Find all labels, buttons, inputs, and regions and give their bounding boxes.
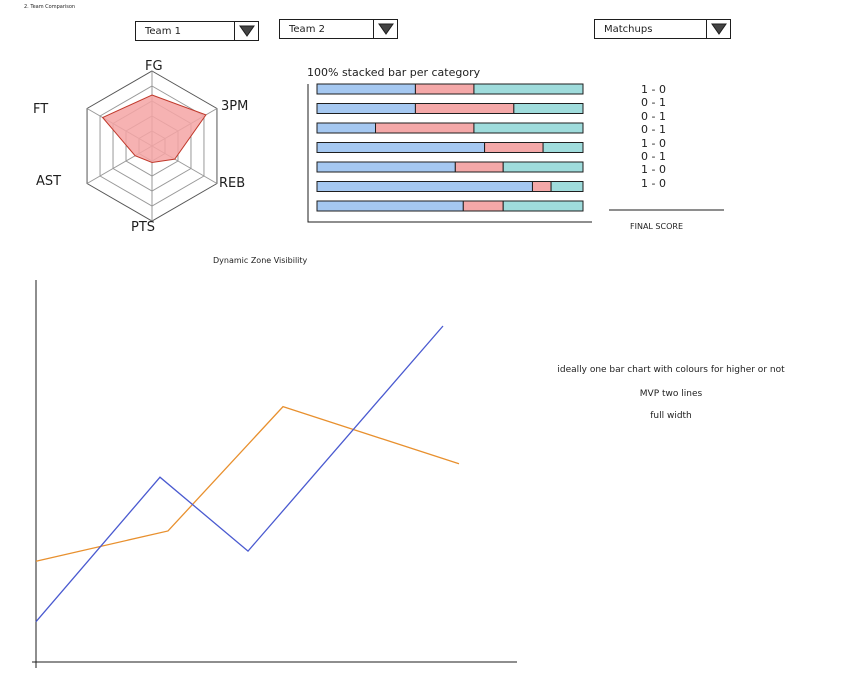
radar-axis-label-fg: FG <box>145 59 163 74</box>
stacked-bar-axes <box>307 84 592 223</box>
matchups-dropdown-label: Matchups <box>604 24 653 35</box>
matchup-score: 1 - 0 <box>641 176 666 190</box>
chevron-down-icon[interactable] <box>706 20 730 38</box>
stacked-bar-segment <box>513 103 584 114</box>
chevron-down-icon[interactable] <box>234 22 258 40</box>
radar-axis-label-pts: PTS <box>131 220 156 235</box>
matchup-score: 0 - 1 <box>641 123 666 137</box>
radar-axis-label-ft: FT <box>33 102 49 117</box>
matchup-score: 1 - 0 <box>641 83 666 96</box>
stacked-bar-segment <box>473 83 584 95</box>
team2-dropdown-label: Team 2 <box>289 24 325 35</box>
line-chart-title: Dynamic Zone Visibility <box>213 256 308 265</box>
matchup-score: 0 - 1 <box>641 96 666 110</box>
radar-axis-label-reb: REB <box>219 176 246 191</box>
stacked-bar-segment <box>542 142 584 153</box>
team1-dropdown[interactable]: Team 1 <box>135 21 259 41</box>
line-series-2 <box>35 405 460 562</box>
stacked-bar-title: 100% stacked bar per category <box>307 66 481 79</box>
chevron-down-icon[interactable] <box>373 20 397 38</box>
matchup-score: 1 - 0 <box>641 136 666 150</box>
radar-axis-label-ast: AST <box>36 174 62 189</box>
note-mvp: MVP two lines <box>639 389 703 399</box>
stacked-bar-segment <box>550 181 584 192</box>
stacked-bar-segment <box>502 200 584 212</box>
radar-axis-label-3pm: 3PM <box>221 99 249 114</box>
final-score-label: FINAL SCORE <box>630 222 683 231</box>
team2-dropdown[interactable]: Team 2 <box>279 19 398 39</box>
matchup-score: 0 - 1 <box>641 109 666 123</box>
note-full-width: full width <box>650 411 692 421</box>
page-title: 2. Team Comparison <box>24 4 76 10</box>
matchup-score: 0 - 1 <box>641 150 666 163</box>
stacked-bar-segment <box>473 122 584 134</box>
note-bar-chart: ideally one bar chart with colours for h… <box>557 365 785 375</box>
radar-value-area <box>101 94 207 164</box>
line-series-1 <box>35 325 444 623</box>
team1-dropdown-label: Team 1 <box>145 26 181 37</box>
stacked-bar-segment <box>502 161 584 173</box>
matchups-dropdown[interactable]: Matchups <box>594 19 731 39</box>
matchup-score: 1 - 0 <box>641 163 666 177</box>
